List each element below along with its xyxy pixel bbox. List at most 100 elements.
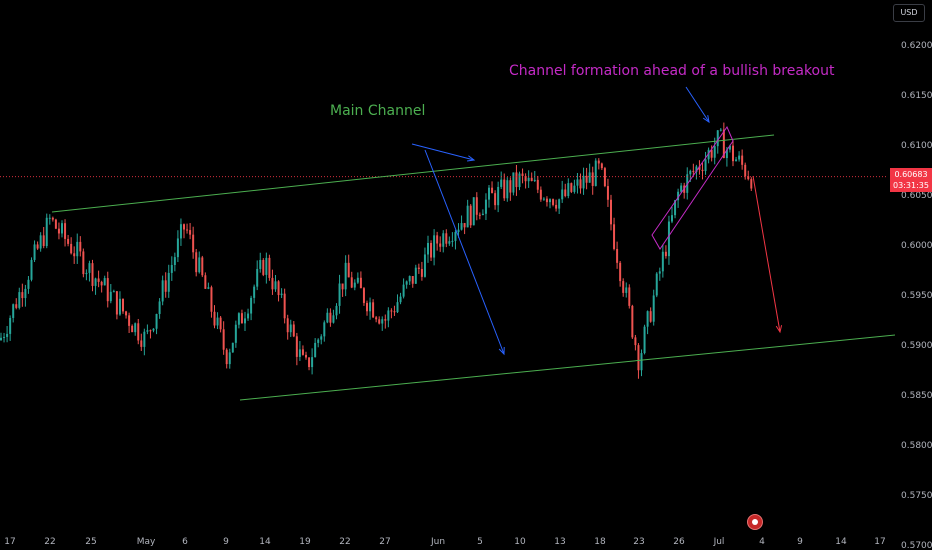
candle-body xyxy=(677,191,680,201)
candle-body xyxy=(704,159,707,172)
candle-body xyxy=(64,223,67,239)
candle-body xyxy=(628,287,631,306)
candle-body xyxy=(301,349,304,355)
mini-channel-box[interactable] xyxy=(651,125,734,250)
candle-body xyxy=(359,277,362,289)
blue-arrow-to-lower[interactable] xyxy=(424,149,505,355)
candle-body xyxy=(253,286,256,298)
candle-body xyxy=(372,302,375,318)
candle-body xyxy=(222,329,225,350)
time-tick-label: 27 xyxy=(379,537,390,547)
candle-body xyxy=(198,257,201,273)
candle-body xyxy=(658,271,661,274)
candle-body xyxy=(271,277,274,290)
candle-body xyxy=(494,193,497,206)
main-channel-upper-line[interactable] xyxy=(51,134,775,213)
candle-body xyxy=(591,172,594,186)
candle-body xyxy=(552,199,555,205)
time-axis[interactable]: 17 22 25 May 6 9 14 19 22 27 Jun 5 10 13 18 23 26 Jul 4 9 14… xyxy=(4,537,885,547)
candle-body xyxy=(747,176,750,180)
candle-body xyxy=(558,199,561,209)
candle-body xyxy=(268,257,271,278)
candle-body xyxy=(39,235,42,249)
blue-arrow-to-mini-channel[interactable] xyxy=(685,86,710,123)
time-tick-label: 13 xyxy=(554,537,565,547)
time-tick-label: 22 xyxy=(44,537,55,547)
current-price-tag: 0.60683 03:31:35 xyxy=(890,168,932,192)
candle-body xyxy=(207,287,210,289)
candle-body xyxy=(12,304,15,318)
time-tick-label: 14 xyxy=(259,537,271,547)
candle-body xyxy=(85,272,88,275)
candle-body xyxy=(344,262,347,290)
candles-layer xyxy=(0,122,753,379)
candle-body xyxy=(713,146,716,158)
candle-body xyxy=(576,179,579,186)
candle-body xyxy=(475,197,478,215)
candle-body xyxy=(51,217,54,220)
candle-body xyxy=(524,175,527,182)
candle-body xyxy=(625,287,628,293)
candle-body xyxy=(567,183,570,197)
candle-body xyxy=(176,238,179,258)
candle-body xyxy=(54,219,57,229)
red-projection-arrow[interactable] xyxy=(752,175,781,333)
time-tick-label: 25 xyxy=(85,537,96,547)
candle-body xyxy=(100,281,103,286)
blue-arrow-to-upper[interactable] xyxy=(411,143,475,161)
candle-body xyxy=(680,185,683,192)
candle-body xyxy=(362,288,365,303)
candle-body xyxy=(158,301,161,314)
candle-body xyxy=(350,277,353,288)
candle-body xyxy=(582,175,585,189)
candle-body xyxy=(179,224,182,239)
candle-body xyxy=(9,317,12,334)
candle-body xyxy=(735,159,738,162)
candle-body xyxy=(527,177,530,182)
candle-body xyxy=(173,257,176,266)
candle-body xyxy=(167,272,170,292)
candle-body xyxy=(27,279,30,289)
candle-body xyxy=(521,173,524,176)
candle-body xyxy=(115,291,118,315)
candle-body xyxy=(500,179,503,187)
candle-body xyxy=(189,230,192,235)
main-channel-lower-line[interactable] xyxy=(239,334,896,401)
time-tick-label: 26 xyxy=(673,537,685,547)
candle-body xyxy=(18,292,21,308)
candle-body xyxy=(6,333,9,337)
candle-body xyxy=(533,179,536,181)
blue-arrow-to-lower-head xyxy=(498,346,505,356)
candle-body xyxy=(0,337,2,340)
time-tick-label: 18 xyxy=(594,537,606,547)
candle-body xyxy=(674,200,677,216)
candle-body xyxy=(420,268,423,277)
candle-body xyxy=(79,241,82,252)
economic-event-flag-icon[interactable] xyxy=(747,514,763,530)
candle-body xyxy=(692,170,695,172)
candle-body xyxy=(655,273,658,296)
time-tick-label: 14 xyxy=(835,537,847,547)
candle-body xyxy=(719,129,722,131)
candle-body xyxy=(225,349,228,365)
candle-body xyxy=(143,331,146,347)
time-tick-label: 17 xyxy=(874,537,885,547)
time-tick-label: Jun xyxy=(430,537,445,547)
candle-body xyxy=(170,265,173,273)
candle-body xyxy=(698,166,701,170)
candle-body xyxy=(387,310,390,321)
candle-body xyxy=(411,276,414,284)
candle-body xyxy=(289,324,292,333)
candle-body xyxy=(283,293,286,319)
candle-body xyxy=(91,263,94,286)
currency-button[interactable]: USD xyxy=(893,4,925,22)
candle-body xyxy=(219,317,222,330)
candle-body xyxy=(384,319,387,321)
